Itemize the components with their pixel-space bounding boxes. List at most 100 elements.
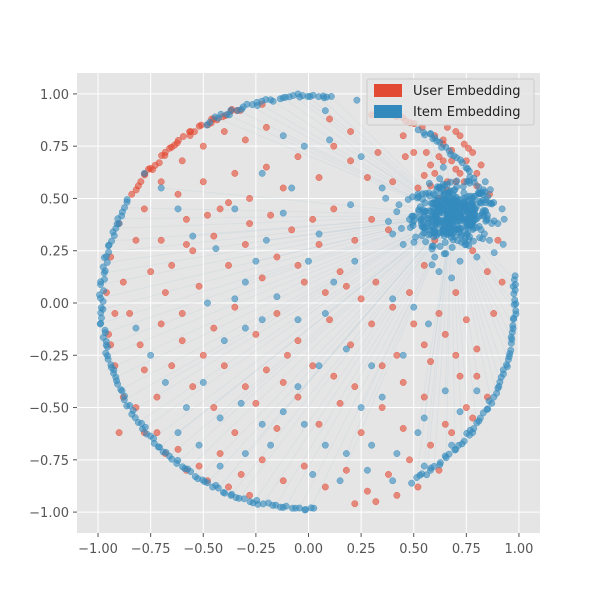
user-embedding-point xyxy=(342,282,350,290)
item-embedding-point xyxy=(241,324,249,332)
item-embedding-point xyxy=(439,228,447,236)
user-embedding-point xyxy=(420,393,428,401)
x-tick-label: −0.50 xyxy=(183,542,223,557)
user-embedding-point xyxy=(347,341,355,349)
user-embedding-point xyxy=(111,310,119,317)
item-embedding-point xyxy=(509,322,517,330)
connection-line xyxy=(108,214,452,253)
user-embedding-point xyxy=(357,429,365,437)
user-embedding-point xyxy=(410,149,418,156)
item-embedding-point xyxy=(452,195,460,203)
item-embedding-point xyxy=(485,397,493,405)
item-embedding-point xyxy=(104,343,111,351)
user-embedding-point xyxy=(294,337,302,345)
item-embedding-point xyxy=(221,489,229,497)
item-embedding-point xyxy=(156,443,164,451)
user-embedding-point xyxy=(174,445,182,453)
item-embedding-point xyxy=(273,293,281,301)
item-embedding-point xyxy=(321,441,329,449)
item-embedding-point xyxy=(473,387,481,395)
user-embedding-point xyxy=(427,441,435,449)
user-embedding-point xyxy=(132,236,140,244)
user-embedding-point xyxy=(225,199,232,207)
user-embedding-point xyxy=(494,236,502,244)
item-embedding-point xyxy=(199,379,207,386)
user-embedding-point xyxy=(315,241,323,248)
user-embedding-point xyxy=(477,161,485,169)
user-embedding-point xyxy=(456,132,464,140)
user-embedding-point xyxy=(326,316,333,324)
item-embedding-point xyxy=(389,295,397,303)
user-embedding-point xyxy=(294,153,302,161)
item-embedding-point xyxy=(425,179,433,187)
user-embedding-point xyxy=(406,289,413,296)
item-embedding-point xyxy=(258,169,266,177)
item-embedding-point xyxy=(440,250,448,258)
user-embedding-point xyxy=(161,289,169,296)
item-embedding-point xyxy=(309,471,317,478)
user-embedding-point xyxy=(220,128,228,135)
item-embedding-point xyxy=(451,233,458,241)
item-embedding-point xyxy=(431,211,439,219)
connection-line xyxy=(416,215,453,478)
item-embedding-point xyxy=(439,196,447,204)
connection-line xyxy=(100,214,452,286)
user-embedding-point xyxy=(241,383,249,391)
y-axis-ticks: −1.00 −0.75 −0.50 −0.25 0.00 0.25 0.50 0.75 1.00 xyxy=(29,88,77,521)
connection-line xyxy=(423,215,453,467)
item-embedding-point xyxy=(351,257,359,265)
user-embedding-point xyxy=(199,142,207,150)
user-embedding-point xyxy=(262,366,270,374)
item-embedding-point xyxy=(425,219,433,227)
user-embedding-point xyxy=(351,500,359,508)
item-embedding-point xyxy=(448,441,456,449)
user-embedding-point xyxy=(182,215,190,223)
item-embedding-point xyxy=(294,383,302,391)
item-embedding-point xyxy=(195,441,203,449)
x-tick-label: −0.75 xyxy=(131,542,171,557)
user-embedding-point xyxy=(336,399,344,407)
user-embedding-point xyxy=(258,274,266,282)
user-embedding-point xyxy=(199,351,207,359)
user-embedding-point xyxy=(422,149,430,156)
x-tick-label: 0.00 xyxy=(294,542,323,557)
item-embedding-point xyxy=(476,414,484,422)
item-embedding-point xyxy=(414,126,422,134)
item-embedding-point xyxy=(240,495,248,503)
y-tick-label: 0.50 xyxy=(40,192,69,207)
user-embedding-point xyxy=(427,358,435,365)
y-tick-label: 0.25 xyxy=(40,245,69,260)
user-embedding-point xyxy=(136,341,144,349)
user-embedding-point xyxy=(321,483,329,491)
item-embedding-point xyxy=(511,296,519,304)
user-embedding-point xyxy=(414,483,422,491)
item-embedding-point xyxy=(305,257,312,265)
item-embedding-point xyxy=(258,316,266,324)
item-embedding-point xyxy=(399,351,407,359)
user-embedding-point xyxy=(315,174,323,181)
item-embedding-point xyxy=(439,163,447,171)
item-embedding-point xyxy=(425,320,432,328)
user-embedding-point xyxy=(225,261,232,269)
y-tick-label: 1.00 xyxy=(40,88,69,103)
user-embedding-point xyxy=(231,169,239,177)
item-embedding-point xyxy=(231,205,239,213)
user-embedding-point xyxy=(157,320,165,328)
item-embedding-point xyxy=(430,462,438,470)
connection-line xyxy=(124,214,452,401)
item-embedding-point xyxy=(395,201,403,209)
user-embedding-point xyxy=(406,456,413,464)
user-embedding-point xyxy=(178,310,186,317)
item-embedding-point xyxy=(123,198,131,206)
item-embedding-point xyxy=(132,324,140,332)
user-embedding-point xyxy=(452,165,460,173)
user-embedding-point xyxy=(279,379,287,386)
user-embedding-point xyxy=(347,128,355,135)
connection-line xyxy=(197,214,452,480)
user-embedding-point xyxy=(279,184,287,192)
item-embedding-point xyxy=(436,459,444,467)
connection-line xyxy=(107,214,452,263)
connection-line xyxy=(111,214,452,369)
item-embedding-point xyxy=(99,297,107,305)
user-embedding-point xyxy=(210,404,218,411)
